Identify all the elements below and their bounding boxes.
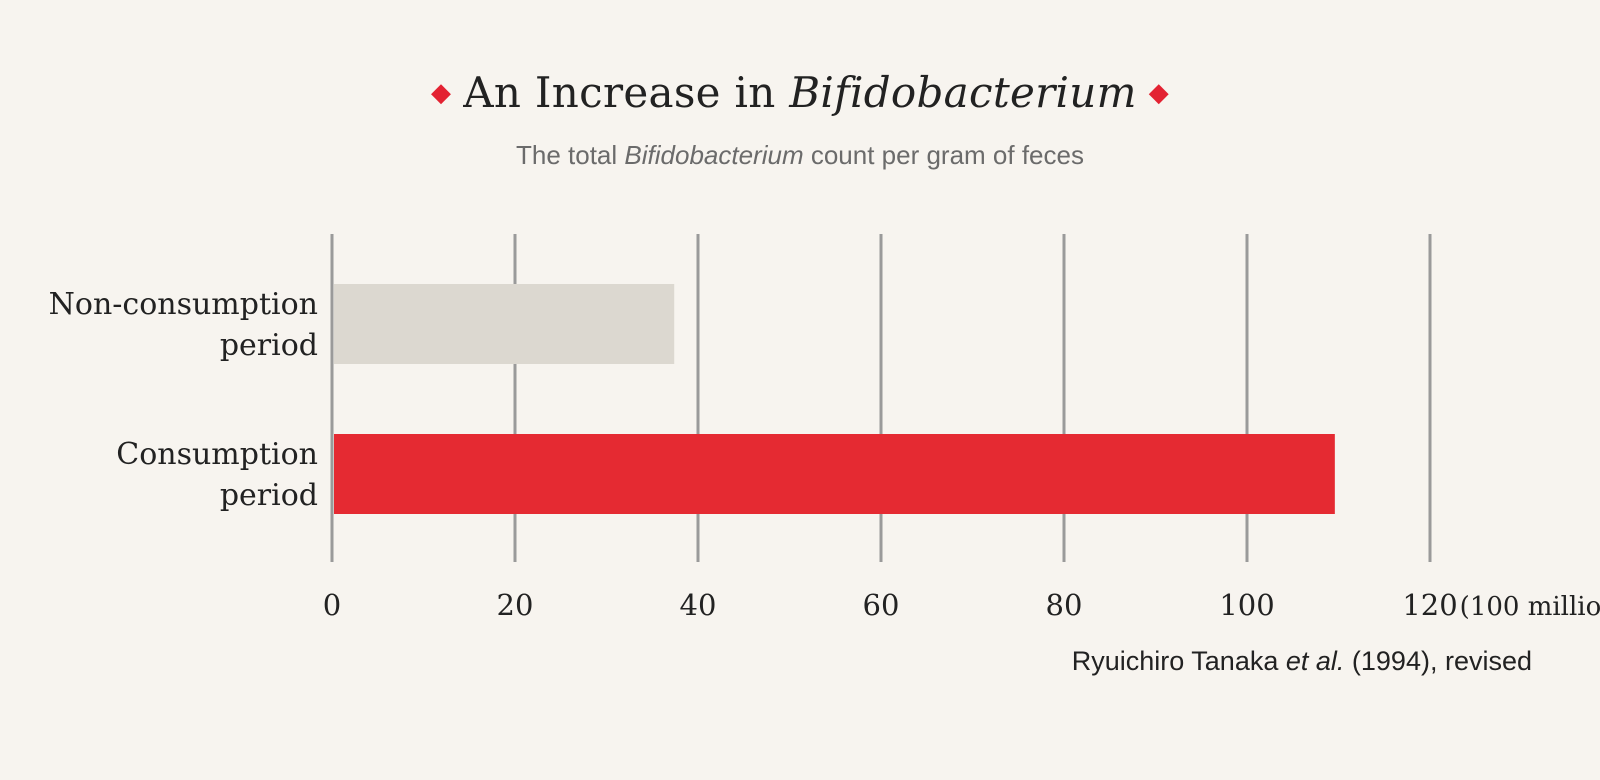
source-emphasis: et al. xyxy=(1285,646,1345,676)
category-label-line: period xyxy=(220,328,318,363)
category-label-line: Consumption xyxy=(116,437,318,472)
source-prefix: Ryuichiro Tanaka xyxy=(1071,646,1286,676)
x-unit-label: (100 million) xyxy=(1460,592,1600,622)
subtitle-suffix: count per gram of feces xyxy=(803,140,1084,170)
subtitle-prefix: The total xyxy=(516,140,625,170)
title-prefix: An Increase in xyxy=(463,68,790,117)
source-citation: Ryuichiro Tanaka et al. (1994), revised xyxy=(1072,646,1532,677)
x-tick-label: 0 xyxy=(323,588,341,622)
x-tick-label: 60 xyxy=(863,588,900,622)
category-label: Non-consumption period xyxy=(49,287,318,363)
category-label: Consumption period xyxy=(116,437,318,513)
title-emphasis: Bifidobacterium xyxy=(789,68,1137,117)
category-label-line: period xyxy=(220,478,318,513)
category-label-line: Non-consumption xyxy=(49,287,318,322)
bar xyxy=(334,284,675,364)
diamond-right-icon: ◆ xyxy=(1148,78,1170,108)
x-tick-label: 20 xyxy=(497,588,534,622)
x-tick-label: 100 xyxy=(1219,588,1274,622)
source-suffix: (1994), revised xyxy=(1344,646,1532,676)
diamond-left-icon: ◆ xyxy=(430,78,452,108)
x-tick-label: 40 xyxy=(680,588,717,622)
x-tick-label: 120 xyxy=(1402,588,1457,622)
bar xyxy=(334,434,1335,514)
x-tick-label: 80 xyxy=(1046,588,1083,622)
subtitle-emphasis: Bifidobacterium xyxy=(624,140,804,170)
chart-title: ◆ An Increase in Bifidobacterium ◆ xyxy=(0,68,1600,117)
chart-subtitle: The total Bifidobacterium count per gram… xyxy=(0,140,1600,171)
